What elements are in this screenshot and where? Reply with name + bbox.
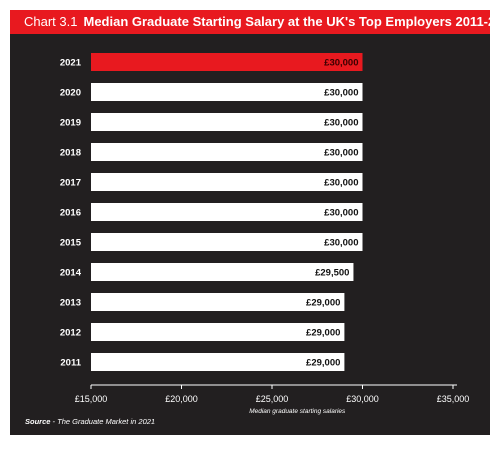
- category-label-2019: 2019: [60, 118, 81, 129]
- data-label-2016: £30,000: [324, 208, 358, 219]
- category-label-2015: 2015: [60, 238, 82, 249]
- source-note: Source - The Graduate Market in 2021: [25, 417, 155, 426]
- bar-2020: [91, 83, 363, 101]
- bar-2017: [91, 173, 363, 191]
- bar-2015: [91, 233, 363, 251]
- chart-panel: Chart 3.1 Median Graduate Starting Salary…: [10, 10, 490, 435]
- category-label-2017: 2017: [60, 178, 81, 189]
- bar-2011: [91, 353, 345, 371]
- x-tick-label: £30,000: [346, 394, 379, 404]
- title-bar: Chart 3.1 Median Graduate Starting Salary…: [10, 10, 490, 34]
- source-text: - The Graduate Market in 2021: [52, 417, 156, 426]
- x-tick-label: £20,000: [165, 394, 198, 404]
- data-label-2020: £30,000: [324, 88, 358, 99]
- bar-2012: [91, 323, 345, 341]
- category-label-2016: 2016: [60, 208, 81, 219]
- category-label-2013: 2013: [60, 298, 81, 309]
- data-label-2017: £30,000: [324, 178, 358, 189]
- x-tick-label: £15,000: [75, 394, 108, 404]
- x-axis-label: Median graduate starting salaries: [249, 408, 346, 415]
- bar-chart: 2021 £30,000 2020 £30,000 2019 £30,000 2018 £30…: [60, 53, 470, 415]
- category-label-2014: 2014: [60, 268, 82, 279]
- chart-title: Median Graduate Starting Salary at the U…: [83, 14, 490, 29]
- bar-2014: [91, 263, 354, 281]
- x-tick-label: £35,000: [437, 394, 470, 404]
- data-label-2014: £29,500: [315, 268, 349, 279]
- bar-2018: [91, 143, 363, 161]
- data-label-2015: £30,000: [324, 238, 358, 249]
- category-label-2011: 2011: [60, 358, 81, 369]
- category-label-2020: 2020: [60, 88, 81, 99]
- x-tick-label: £25,000: [256, 394, 289, 404]
- data-label-2021: £30,000: [324, 58, 358, 69]
- data-label-2011: £29,000: [306, 358, 340, 369]
- bar-2013: [91, 293, 345, 311]
- bar-2019: [91, 113, 363, 131]
- data-label-2013: £29,000: [306, 298, 340, 309]
- data-label-2018: £30,000: [324, 148, 358, 159]
- category-label-2018: 2018: [60, 148, 81, 159]
- source-label: Source: [25, 417, 51, 426]
- chart-number: Chart 3.1: [24, 14, 78, 29]
- category-label-2012: 2012: [60, 328, 81, 339]
- bar-2021: [91, 53, 363, 71]
- data-label-2012: £29,000: [306, 328, 340, 339]
- data-label-2019: £30,000: [324, 118, 358, 129]
- category-label-2021: 2021: [60, 58, 82, 69]
- bar-2016: [91, 203, 363, 221]
